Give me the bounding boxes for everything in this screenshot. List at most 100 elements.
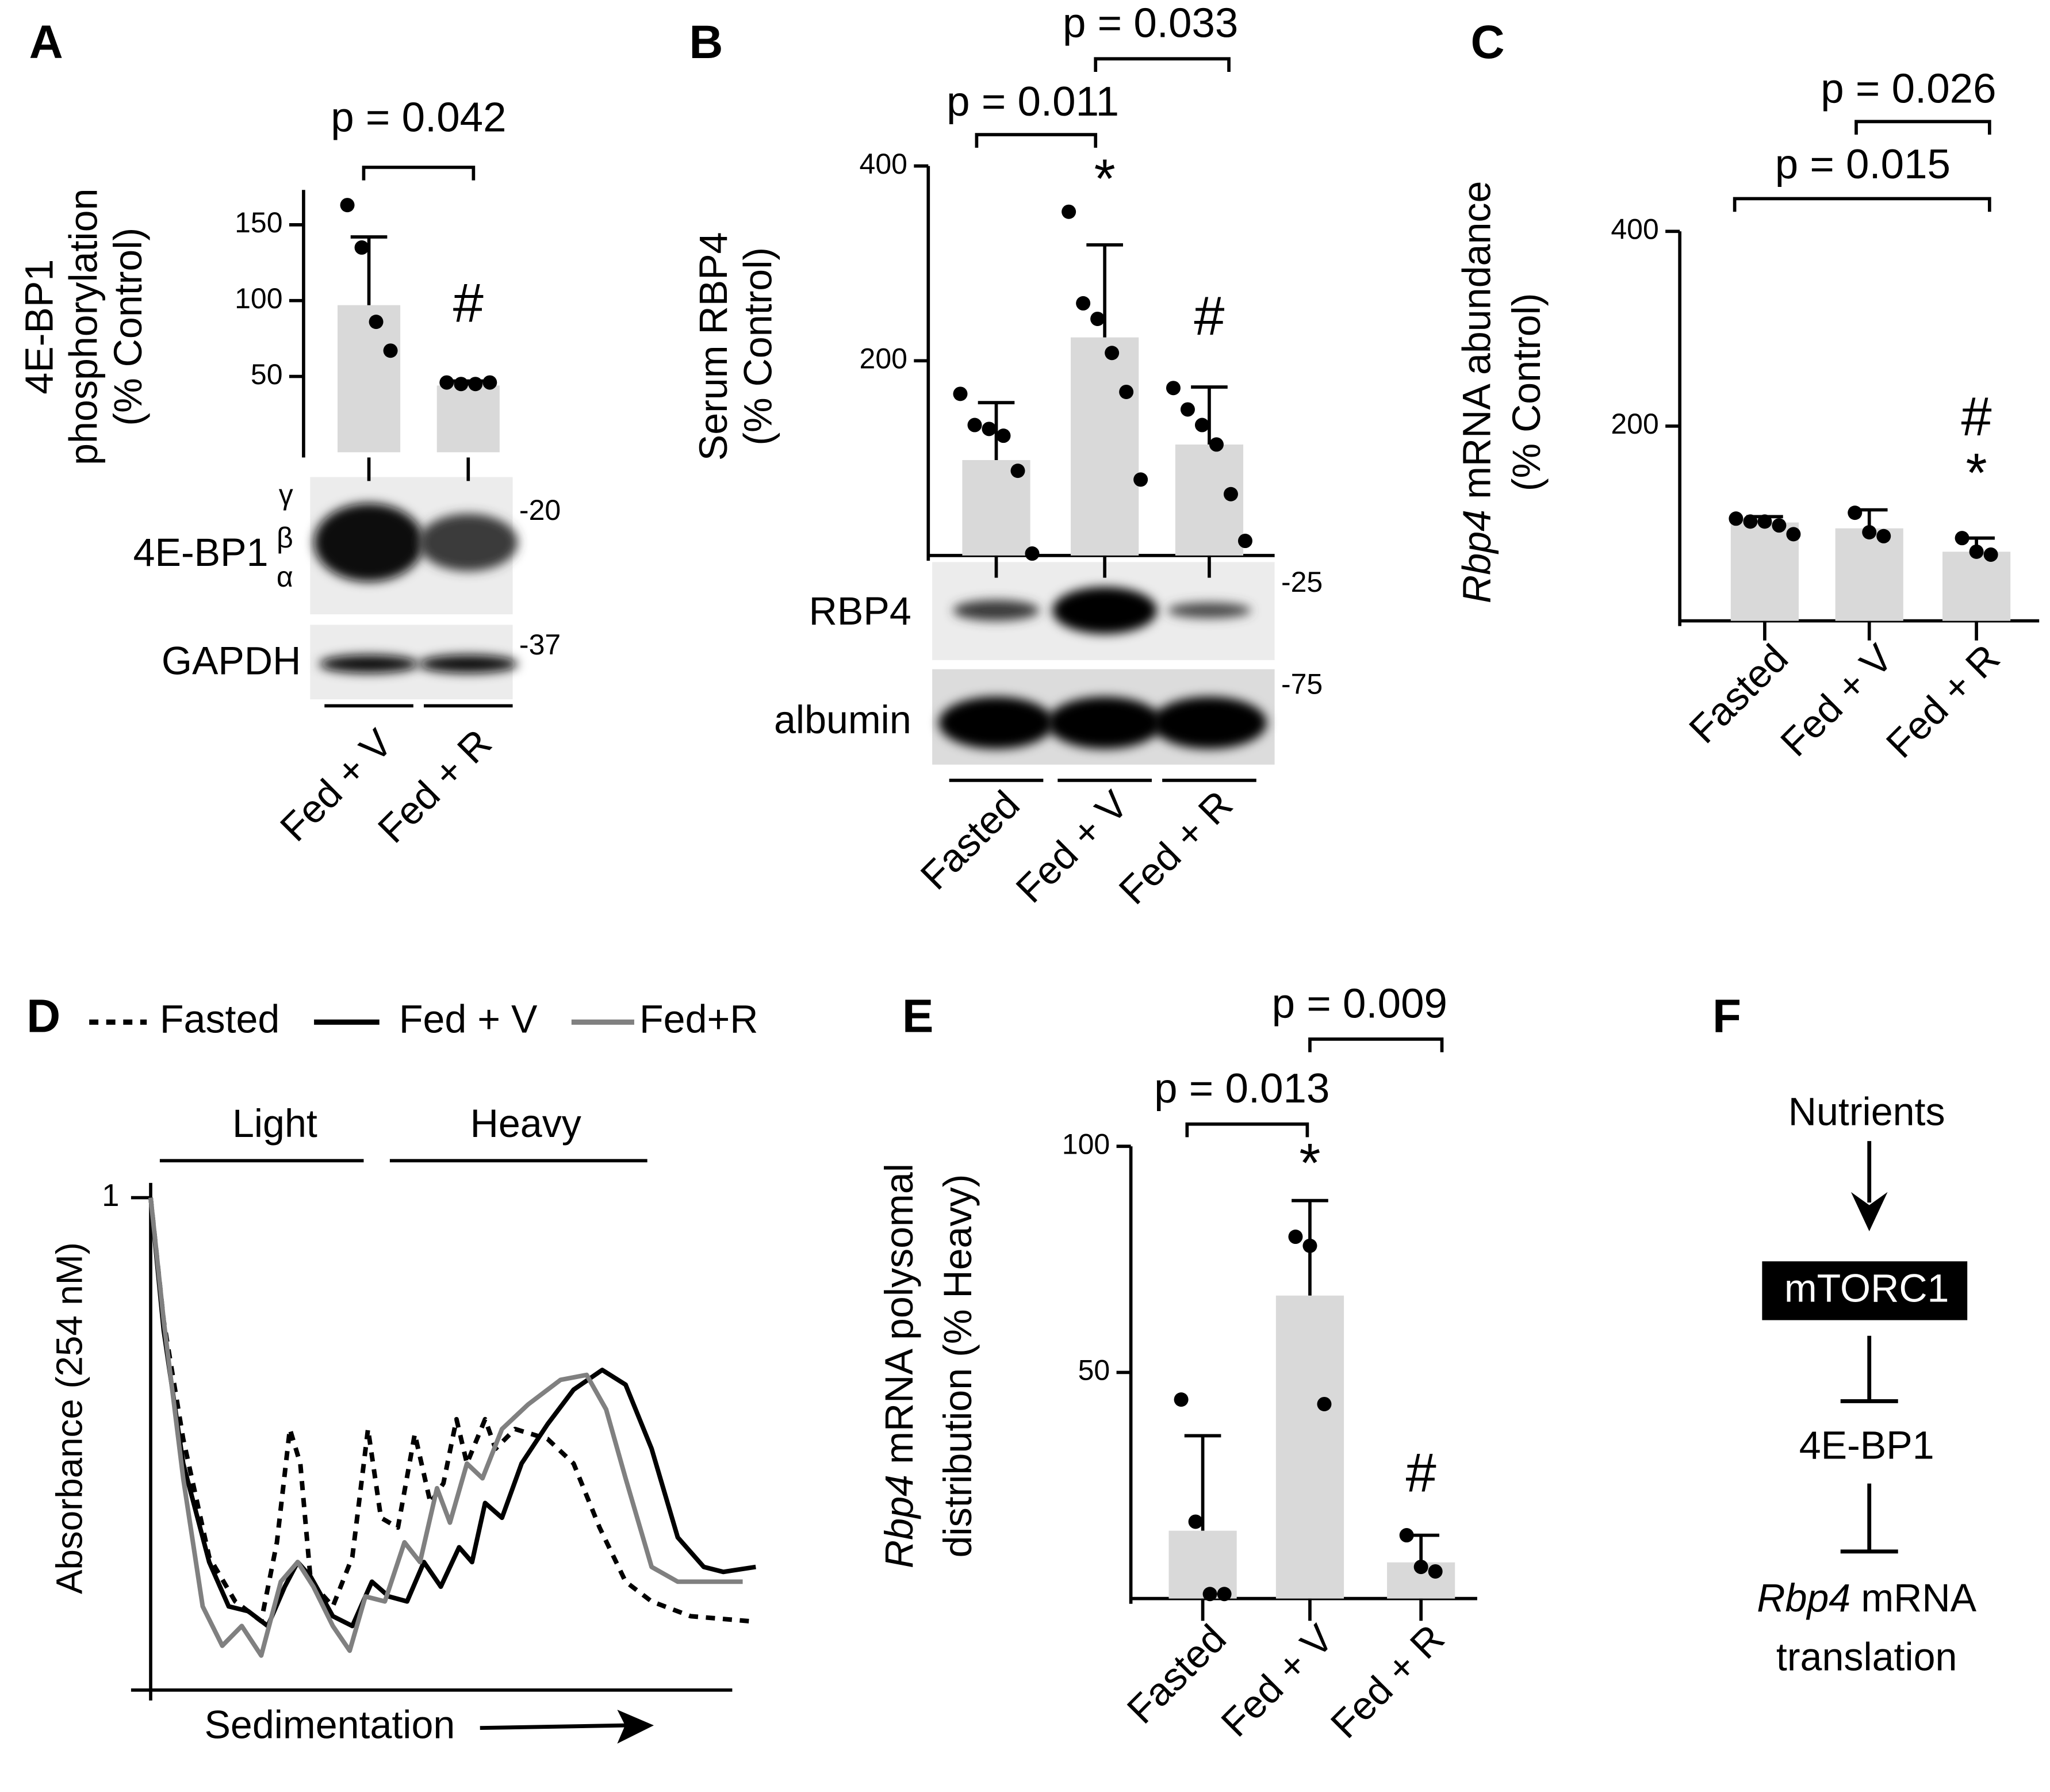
significance-mark: # <box>1406 1442 1436 1503</box>
label-part: mRNA <box>1861 1576 1976 1620</box>
data-point <box>1174 1392 1189 1407</box>
y-tick-label: 200 <box>1611 408 1658 440</box>
data-point <box>1105 346 1120 361</box>
panel-label: C <box>1471 16 1505 68</box>
data-point <box>1209 437 1224 452</box>
label-part: 4E-BP1 <box>1799 1423 1934 1467</box>
blot-band <box>418 654 518 673</box>
data-point <box>340 198 355 213</box>
data-point <box>1983 547 1998 562</box>
label-part: (% Control) <box>1505 293 1549 491</box>
label-part: Rbp4 <box>878 1475 921 1568</box>
data-point <box>1180 402 1195 417</box>
data-point <box>1772 518 1787 533</box>
blot-band <box>1167 602 1251 619</box>
data-point <box>1757 514 1772 529</box>
blot-label: GAPDH <box>162 640 301 683</box>
label-part: Serum RBP4 <box>692 232 735 461</box>
p-value: p = 0.009 <box>1272 980 1447 1027</box>
label-part: (% Control) <box>736 247 780 446</box>
bar <box>1275 1295 1344 1599</box>
data-point <box>1010 464 1025 478</box>
panel-label: A <box>29 16 63 68</box>
comparison-bracket <box>975 133 1098 148</box>
data-point <box>1969 544 1984 559</box>
blot-band <box>418 514 518 572</box>
p-value: p = 0.013 <box>1154 1065 1329 1112</box>
data-point <box>1413 1560 1428 1575</box>
band-label: α <box>277 561 293 593</box>
data-point <box>1119 384 1134 399</box>
x-axis-label: Sedimentation <box>204 1703 455 1747</box>
data-point <box>1217 1587 1232 1602</box>
bar <box>436 385 500 453</box>
label-part: Absorbance (254 nM) <box>49 1242 90 1594</box>
data-point <box>1188 1514 1203 1529</box>
data-point <box>1399 1528 1414 1543</box>
blot-band <box>314 503 424 582</box>
data-point <box>1428 1564 1443 1579</box>
axis-arrow <box>480 1723 628 1730</box>
y-axis-label: Rbp4 mRNA polysomal <box>878 1163 921 1568</box>
legend-label: Fed + V <box>399 997 538 1041</box>
data-point <box>1848 506 1863 520</box>
bar <box>1942 552 2011 621</box>
data-point <box>1237 534 1252 549</box>
blot-band <box>938 696 1054 749</box>
blot-label: RBP4 <box>809 589 911 633</box>
blot-size: -20 <box>519 494 561 526</box>
panel-label: F <box>1712 990 1741 1042</box>
axis-arrow-head <box>617 1709 654 1744</box>
data-point <box>1955 531 1969 546</box>
region-label: Light <box>232 1102 317 1146</box>
comparison-bracket <box>1308 1037 1444 1052</box>
y-tick-label: 100 <box>235 282 282 315</box>
data-point <box>468 377 483 392</box>
data-point <box>996 428 1011 443</box>
panel-label: B <box>689 16 723 68</box>
panel-label: D <box>26 990 60 1042</box>
comparison-bracket <box>1185 1122 1309 1138</box>
data-point <box>482 375 497 390</box>
significance-mark: # <box>1194 286 1224 347</box>
data-point <box>383 343 398 358</box>
significance-mark: * <box>1094 148 1116 209</box>
data-point <box>1133 472 1148 487</box>
data-point <box>1876 529 1891 543</box>
y-axis-label: Rbp4 mRNA abundance <box>1455 181 1499 603</box>
blot-band <box>1047 696 1163 749</box>
y-tick-label: 100 <box>1062 1128 1110 1160</box>
bar <box>1730 522 1799 621</box>
node-box <box>1762 1261 1968 1320</box>
data-point <box>1194 418 1209 432</box>
p-value: p = 0.042 <box>331 94 506 140</box>
trace-line <box>148 1197 743 1658</box>
blot-label: albumin <box>774 698 911 742</box>
data-point <box>1743 514 1758 529</box>
comparison-bracket <box>362 166 476 181</box>
blot-size: -25 <box>1281 566 1323 598</box>
significance-mark: # <box>1961 386 1992 447</box>
label-part: distribution (% Heavy) <box>936 1174 980 1558</box>
band-label: γ <box>279 478 293 511</box>
legend-label: Fed+R <box>639 997 758 1041</box>
data-point <box>982 422 997 436</box>
node-label: Nutrients <box>1788 1090 1945 1134</box>
blot-band <box>1151 696 1267 749</box>
band-label: β <box>277 522 293 554</box>
data-point <box>1062 204 1076 219</box>
data-point <box>1090 311 1105 326</box>
node-label: Rbp4 mRNA <box>1757 1576 1976 1620</box>
comparison-bracket <box>1733 197 1991 212</box>
data-point <box>1025 546 1040 561</box>
arrow-head <box>1850 1192 1888 1231</box>
data-point <box>967 418 982 432</box>
data-point <box>1076 296 1091 311</box>
y-tick-label: 150 <box>235 206 282 239</box>
y-axis-label: 4E-BP1 <box>17 259 61 395</box>
bar <box>1071 337 1139 556</box>
y-axis-label: (% Control) <box>1505 293 1549 491</box>
comparison-bracket <box>1854 120 1991 135</box>
